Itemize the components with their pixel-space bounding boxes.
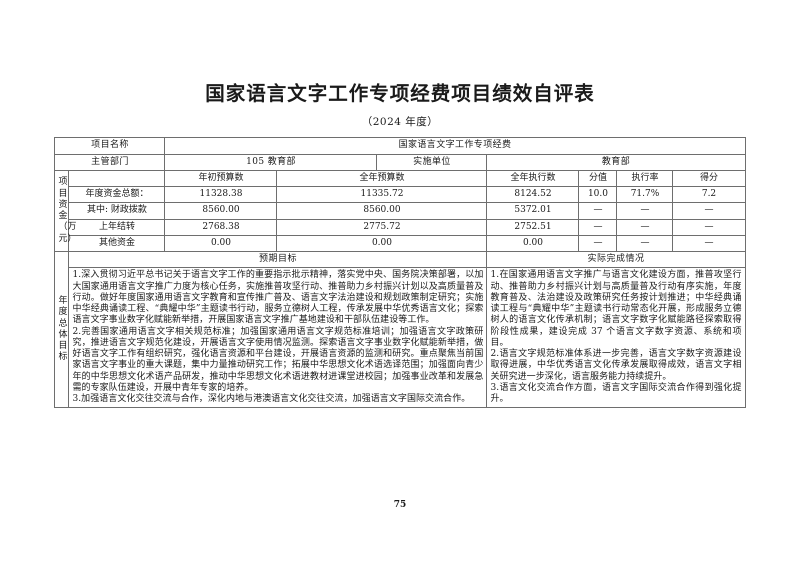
table-row-fund-appropriation: 其中: 财政拨款 8560.00 8560.00 5372.01 — — — xyxy=(55,202,746,220)
fund-execution-rate: — xyxy=(616,218,674,236)
fund-initial-budget: 11328.38 xyxy=(164,186,278,204)
project-name-value: 国家语言文字工作专项经费 xyxy=(164,137,746,155)
page-subtitle: （2024 年度） xyxy=(361,116,439,129)
actual-result-header: 实际完成情况 xyxy=(486,251,746,269)
unit-value: 教育部 xyxy=(486,153,746,171)
annual-goal-char: 总 xyxy=(58,318,69,329)
col-header-initial-budget: 年初预算数 xyxy=(164,169,278,188)
col-header-annual-execution: 全年执行数 xyxy=(486,169,580,188)
fund-score-value: 10.0 xyxy=(578,186,618,204)
fund-row-label: 上年结转 xyxy=(68,218,166,236)
actual-result-item: 3.语言文化交流合作方面，语言文字国际交流合作得到强化提升。 xyxy=(490,382,742,405)
fund-score: — xyxy=(672,218,746,236)
fund-row-label: 年度资金总额： xyxy=(68,186,166,204)
fund-execution-rate: — xyxy=(616,202,674,220)
dept-label: 主管部门 xyxy=(54,153,166,171)
fund-annual-budget: 0.00 xyxy=(276,234,488,253)
expected-goal-item: 2.完善国家通用语言文字相关规范标准；加强国家通用语言文字规范标准培训；加强语言… xyxy=(72,326,484,393)
project-name-label: 项目名称 xyxy=(54,137,166,155)
fund-annual-execution: 2752.51 xyxy=(486,218,580,236)
col-header-annual-budget: 全年预算数 xyxy=(276,169,488,188)
unit-label: 实施单位 xyxy=(376,153,488,171)
table-row-fund-total: 年度资金总额： 11328.38 11335.72 8124.52 10.0 7… xyxy=(55,186,746,204)
col-header-score-value: 分值 xyxy=(578,169,618,188)
fund-row-label: 其中: 财政拨款 xyxy=(68,202,166,220)
table-row-goal-content: 1.深入贯彻习近平总书记关于语言文字工作的重要指示批示精神，落实党中央、国务院决… xyxy=(55,267,746,409)
fund-initial-budget: 8560.00 xyxy=(164,202,278,220)
fund-score: — xyxy=(672,202,746,220)
table-row-fund-other: 其他资金 0.00 0.00 0.00 — — — xyxy=(55,234,746,253)
fund-score: 7.2 xyxy=(672,186,746,204)
actual-result-item: 2.语言文字规范标准体系进一步完善，语言文字数字资源建设取得进展，中华优秀语言文… xyxy=(490,349,742,382)
table-row-fund-carryover: 上年结转 2768.38 2775.72 2752.51 — — — xyxy=(55,218,746,236)
funds-label-line1: 项目资金 xyxy=(58,177,68,222)
fund-score: — xyxy=(672,234,746,253)
funds-label-line2: （万元） xyxy=(58,222,77,244)
expected-goal-item: 1.深入贯彻习近平总书记关于语言文字工作的重要指示批示精神，落实党中央、国务院决… xyxy=(72,270,484,326)
fund-execution-rate: 71.7% xyxy=(616,186,674,204)
annual-goal-char: 标 xyxy=(58,352,69,363)
fund-annual-execution: 8124.52 xyxy=(486,186,580,204)
expected-goal-header: 预期目标 xyxy=(68,251,488,269)
fund-score-value: — xyxy=(578,234,618,253)
annual-goal-char: 度 xyxy=(58,307,69,318)
table-row-column-headers: 项目资金 （万元） 年初预算数 全年预算数 全年执行数 分值 执行率 得分 xyxy=(54,169,746,253)
dept-value: 105 教育部 xyxy=(164,153,378,171)
fund-annual-budget: 2775.72 xyxy=(276,218,488,236)
fund-score-value: — xyxy=(578,218,618,236)
table-row-goal-headers: 年 度 总 体 目 标 预期目标 实际完成情况 xyxy=(54,251,746,409)
actual-result-content: 1.在国家通用语言文字推广与语言文化建设方面，推普攻坚行动、推普助力乡村振兴计划… xyxy=(486,267,746,409)
expected-goal-content: 1.深入贯彻习近平总书记关于语言文字工作的重要指示批示精神，落实党中央、国务院决… xyxy=(68,267,488,409)
page-number: 75 xyxy=(393,500,407,510)
fund-annual-budget: 11335.72 xyxy=(276,186,488,204)
col-header-score: 得分 xyxy=(672,169,746,188)
fund-initial-budget: 0.00 xyxy=(164,234,278,253)
annual-goal-char: 体 xyxy=(58,329,69,340)
fund-execution-rate: — xyxy=(616,234,674,253)
empty-header-cell xyxy=(68,169,166,188)
annual-goal-row-label: 年 度 总 体 目 标 xyxy=(54,251,70,409)
performance-evaluation-table: 项目名称 国家语言文字工作专项经费 主管部门 105 教育部 实施单位 教育部 … xyxy=(54,137,746,409)
table-row-department: 主管部门 105 教育部 实施单位 教育部 xyxy=(54,153,746,171)
fund-row-label: 其他资金 xyxy=(68,234,166,253)
fund-annual-execution: 5372.01 xyxy=(486,202,580,220)
table-row-project-name: 项目名称 国家语言文字工作专项经费 xyxy=(54,137,746,155)
annual-goal-char: 目 xyxy=(58,341,69,352)
fund-score-value: — xyxy=(578,202,618,220)
fund-annual-budget: 8560.00 xyxy=(276,202,488,220)
expected-goal-item: 3.加强语言文化交往交流与合作，深化内地与港澳语言文化交往交流，加强语言文字国际… xyxy=(72,394,471,405)
fund-initial-budget: 2768.38 xyxy=(164,218,278,236)
funds-label-cell: 项目资金 （万元） xyxy=(54,169,76,253)
actual-result-item: 1.在国家通用语言文字推广与语言文化建设方面，推普攻坚行动、推普助力乡村振兴计划… xyxy=(490,270,742,348)
fund-annual-execution: 0.00 xyxy=(486,234,580,253)
col-header-execution-rate: 执行率 xyxy=(616,169,674,188)
annual-goal-char: 年 xyxy=(58,296,69,307)
page-title: 国家语言文字工作专项经费项目绩效自评表 xyxy=(205,82,595,105)
